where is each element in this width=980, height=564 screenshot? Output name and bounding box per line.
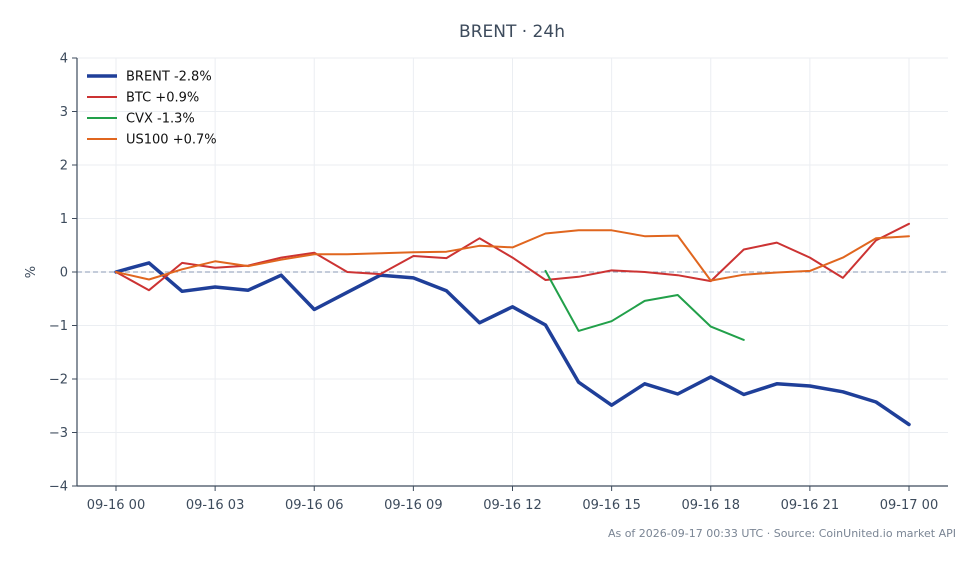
x-axis-ticks: 09-16 00 09-16 03 09-16 06 09-16 09 09-16 12…: [87, 486, 938, 513]
x-tick-label: 09-16 18: [682, 498, 740, 513]
x-tick-label: 09-16 03: [186, 498, 244, 513]
series-line-brent: [114, 261, 911, 427]
y-axis-ticks: −4 −3 −2 −1 0 1 2 3 4: [49, 52, 77, 495]
y-tick-label: −2: [49, 373, 68, 388]
x-tick-label: 09-16 12: [483, 498, 541, 513]
x-tick-label: 09-16 21: [781, 498, 839, 513]
legend-label: BTC +0.9%: [126, 91, 199, 106]
y-tick-label: 4: [60, 52, 68, 67]
legend-label: CVX -1.3%: [126, 112, 195, 127]
x-tick-label: 09-16 15: [582, 498, 640, 513]
y-tick-label: 2: [60, 159, 68, 174]
y-tick-label: −1: [49, 319, 68, 334]
series-line-us100: [115, 229, 910, 282]
x-tick-label: 09-17 00: [880, 498, 938, 513]
y-tick-label: 0: [60, 266, 68, 281]
x-tick-label: 09-16 09: [384, 498, 442, 513]
x-tick-label: 09-16 00: [87, 498, 145, 513]
series-line-cvx: [544, 269, 745, 341]
legend-label: BRENT -2.8%: [126, 70, 212, 85]
y-axis-label: %: [24, 266, 39, 278]
source-footer: As of 2026-09-17 00:33 UTC · Source: Coi…: [608, 527, 956, 540]
legend-label: US100 +0.7%: [126, 133, 217, 148]
legend: BRENT -2.8% BTC +0.9% CVX -1.3% US100 +0.7%: [87, 70, 217, 148]
y-tick-label: 3: [60, 105, 68, 120]
chart-title: BRENT · 24h: [459, 22, 565, 42]
y-tick-label: 1: [60, 212, 68, 227]
x-tick-label: 09-16 06: [285, 498, 343, 513]
y-tick-label: −4: [49, 480, 68, 495]
y-tick-label: −3: [49, 426, 68, 441]
series-lines: [114, 222, 911, 427]
